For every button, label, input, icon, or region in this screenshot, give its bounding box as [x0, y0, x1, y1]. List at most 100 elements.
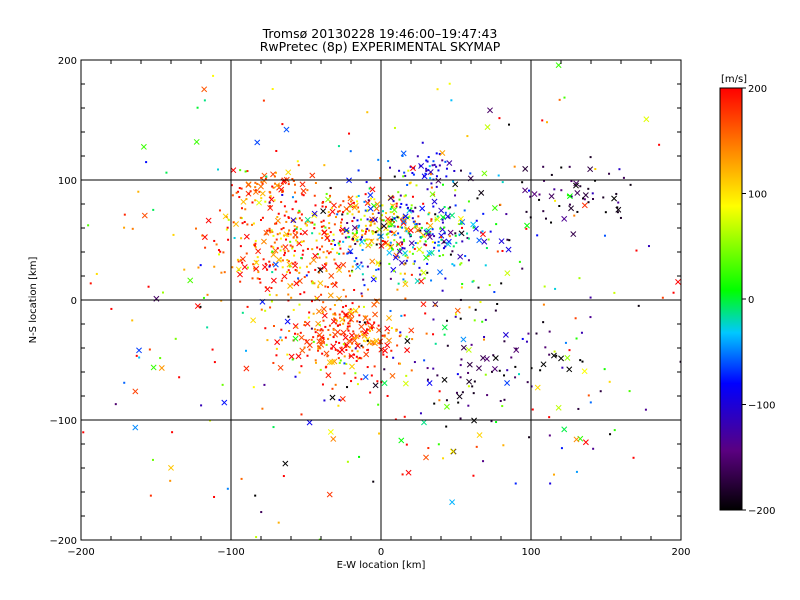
scatter-cross-point: [573, 436, 580, 443]
scatter-cross-point: [367, 205, 374, 212]
scatter-dot-point: [560, 189, 563, 192]
scatter-dot-point: [390, 327, 393, 330]
scatter-dot-point: [312, 336, 315, 339]
scatter-dot-point: [438, 153, 441, 156]
scatter-cross-point: [372, 382, 379, 389]
scatter-dot-point: [340, 218, 343, 221]
scatter-dot-point: [411, 338, 414, 341]
scatter-dot-point: [403, 314, 406, 317]
scatter-dot-point: [499, 399, 502, 402]
scatter-dot-point: [364, 224, 367, 227]
scatter-dot-point: [348, 274, 351, 277]
scatter-dot-point: [437, 169, 440, 172]
scatter-dot-point: [615, 192, 618, 195]
scatter-dot-point: [298, 217, 301, 220]
scatter-dot-point: [403, 171, 406, 174]
scatter-dot-point: [298, 271, 301, 274]
scatter-cross-point: [252, 189, 259, 195]
scatter-cross-point: [311, 210, 318, 217]
scatter-dot-point: [429, 177, 432, 180]
scatter-dot-point: [241, 222, 244, 225]
scatter-cross-point: [293, 280, 300, 287]
scatter-dot-point: [345, 362, 348, 365]
scatter-dot-point: [427, 169, 430, 172]
scatter-dot-point: [603, 368, 606, 371]
scatter-dot-point: [338, 252, 341, 255]
scatter-dot-point: [403, 240, 406, 243]
scatter-dot-point: [329, 333, 332, 336]
scatter-cross-point: [326, 491, 333, 498]
scatter-dot-point: [285, 238, 288, 241]
scatter-dot-point: [217, 249, 220, 252]
scatter-cross-point: [321, 264, 328, 271]
scatter-cross-point: [456, 393, 463, 400]
scatter-cross-point: [481, 170, 488, 177]
scatter-dot-point: [408, 215, 411, 218]
scatter-cross-point: [483, 355, 490, 362]
scatter-cross-point: [437, 269, 443, 276]
scatter-dot-point: [402, 216, 405, 219]
scatter-dot-point: [430, 182, 433, 185]
scatter-dot-point: [592, 198, 595, 201]
scatter-dot-point: [370, 197, 373, 200]
scatter-dot-point: [404, 280, 407, 283]
scatter-cross-point: [498, 238, 505, 245]
scatter-dot-point: [347, 229, 350, 232]
scatter-dot-point: [558, 98, 561, 101]
scatter-dot-point: [334, 348, 337, 351]
scatter-cross-point: [317, 266, 324, 273]
scatter-dot-point: [481, 230, 484, 233]
scatter-dot-point: [360, 236, 363, 239]
scatter-dot-point: [445, 167, 448, 170]
scatter-dot-point: [239, 280, 242, 283]
scatter-cross-point: [384, 342, 391, 349]
scatter-dot-point: [287, 233, 290, 236]
scatter-cross-point: [492, 355, 499, 362]
scatter-dot-point: [422, 202, 425, 205]
scatter-dot-point: [433, 402, 436, 405]
scatter-dot-point: [453, 264, 456, 267]
scatter-dot-point: [361, 333, 364, 336]
scatter-dot-point: [445, 399, 448, 402]
scatter-dot-point: [320, 220, 323, 223]
scatter-dot-point: [360, 292, 363, 295]
scatter-dot-point: [456, 373, 459, 376]
scatter-dot-point: [568, 349, 571, 352]
scatter-dot-point: [135, 354, 138, 357]
scatter-dot-point: [367, 322, 370, 325]
scatter-dot-point: [587, 187, 590, 190]
scatter-dot-point: [331, 247, 334, 250]
scatter-dot-point: [310, 300, 313, 303]
scatter-dot-point: [337, 242, 340, 245]
scatter-cross-point: [343, 206, 350, 212]
scatter-dot-point: [352, 330, 355, 333]
scatter-dot-point: [364, 315, 367, 318]
scatter-dot-point: [403, 195, 406, 198]
scatter-dot-point: [459, 364, 462, 367]
y-tick-label: −200: [50, 536, 77, 547]
scatter-dot-point: [351, 349, 354, 352]
scatter-dot-point: [427, 255, 430, 258]
scatter-dot-point: [328, 222, 331, 225]
scatter-cross-point: [402, 213, 409, 220]
scatter-dot-point: [272, 361, 275, 364]
scatter-dot-point: [425, 159, 428, 162]
scatter-dot-point: [305, 224, 308, 227]
scatter-dot-point: [292, 230, 295, 233]
scatter-dot-point: [460, 286, 463, 289]
scatter-dot-point: [425, 232, 428, 235]
scatter-dot-point: [300, 219, 303, 222]
scatter-dot-point: [452, 180, 455, 183]
scatter-dot-point: [318, 248, 321, 251]
scatter-dot-point: [455, 313, 458, 316]
scatter-dot-point: [622, 176, 625, 179]
scatter-dot-point: [335, 319, 338, 322]
scatter-dot-point: [407, 232, 410, 235]
scatter-dot-point: [378, 342, 381, 345]
colorbar-label: [m/s]: [721, 74, 747, 85]
scatter-dot-point: [299, 293, 302, 296]
scatter-dot-point: [461, 240, 464, 243]
scatter-dot-point: [241, 311, 244, 314]
scatter-dot-point: [445, 425, 448, 428]
scatter-dot-point: [589, 316, 592, 319]
